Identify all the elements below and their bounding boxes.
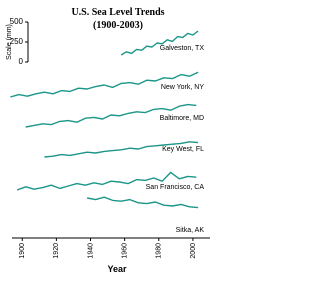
series-label: Baltimore, MD <box>160 115 204 122</box>
scale-label: Scale (mm) <box>6 24 13 60</box>
series-label: Sitka, AK <box>176 227 205 234</box>
x-tick-label: 1900 <box>19 243 26 259</box>
series-line <box>25 103 197 128</box>
scale-tick-label: 250 <box>10 37 24 46</box>
series-line <box>44 141 199 158</box>
chart-title: U.S. Sea Level Trends <box>71 7 164 18</box>
series-line <box>120 30 199 56</box>
series-label: Key West, FL <box>162 146 204 153</box>
series-line <box>86 196 199 209</box>
series-label: Galveston, TX <box>160 45 205 52</box>
series-label: San Francisco, CA <box>146 184 205 191</box>
x-tick-label: 1960 <box>121 243 128 259</box>
x-tick-label: 2000 <box>190 243 197 259</box>
series-line <box>10 71 199 98</box>
scale-tick-label: 0 <box>19 57 24 66</box>
x-tick-label: 1980 <box>156 243 163 259</box>
chart-subtitle: (1900-2003) <box>93 20 143 31</box>
x-axis-label: Year <box>107 264 127 274</box>
series-label: New York, NY <box>161 84 205 91</box>
chart: U.S. Sea Level Trends (1900-2003) Scale … <box>6 7 210 274</box>
x-tick-label: 1940 <box>87 243 94 259</box>
x-tick-label: 1920 <box>53 243 60 259</box>
scale-tick-label: 500 <box>10 17 24 26</box>
series-line <box>16 171 197 191</box>
